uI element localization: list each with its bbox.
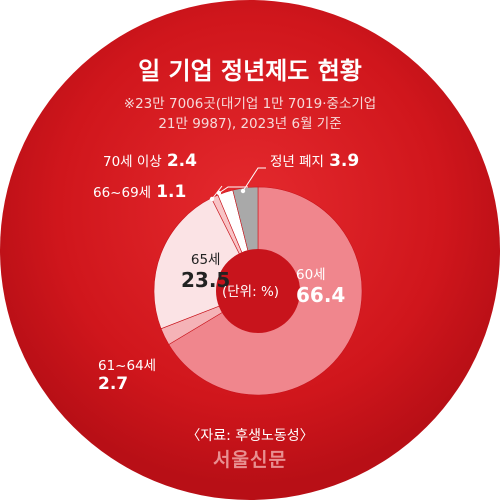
slice-value: 23.5 [181,267,231,292]
center-hole [216,249,300,333]
publisher-logo: 서울신문 [213,449,287,471]
source-note: 〈자료: 후생노동성〉 [186,428,314,444]
slice-name: 61~64세 [98,358,157,374]
leader-dot [209,196,215,202]
slice-label-61-64: 61~64세 2.7 [98,358,157,394]
slice-name: 정년 폐지 [270,154,324,170]
slice-value: 3.9 [329,151,360,171]
leader-line [218,186,248,194]
slice-label-65: 65세 23.5 [181,252,231,292]
slice-value: 2.7 [98,373,129,394]
slice-label-70plus: 70세 이상 2.4 [103,151,197,172]
leader-line [211,185,223,200]
chart-title: 일 기업 정년제도 현황 [138,57,362,85]
leader-dot [240,188,246,194]
slice-value: 66.4 [296,282,346,307]
chart-subtitle-line-1: ※23만 7006곳(대기업 1만 7019·중소기업 [123,96,377,112]
slice-name: 60세 [296,267,326,283]
slice-name: 66~69세 [93,185,152,201]
slice-value: 2.4 [166,151,197,171]
slice-name: 65세 [190,252,221,268]
slice-value: 1.1 [156,182,187,202]
slice-label-66-69: 66~69세 1.1 [93,182,187,203]
slice-label-60: 60세 66.4 [296,267,346,307]
slice-label-abolished: 정년 폐지 3.9 [270,151,360,172]
unit-label: (단위: %) [222,284,280,300]
leader-line [242,167,266,192]
chart-subtitle-line-2: 21만 9987), 2023년 6월 기준 [158,116,342,132]
slice-name: 70세 이상 [103,154,162,170]
